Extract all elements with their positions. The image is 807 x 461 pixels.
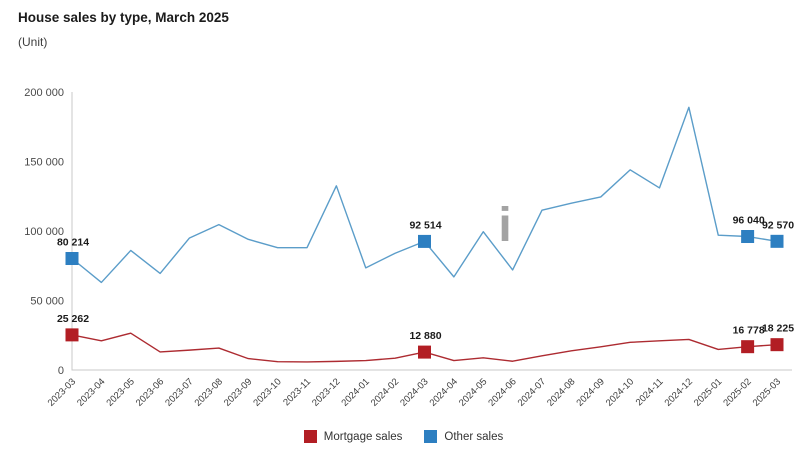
x-axis-tick-label: 2024-07: [516, 376, 548, 408]
mortgage-sales-data-label-2025-03: 18 225: [762, 323, 794, 335]
legend-item-other-sales[interactable]: Other sales: [424, 430, 503, 443]
y-axis-tick-label: 150 000: [24, 157, 64, 169]
other-sales-data-label-2024-03: 92 514: [409, 219, 441, 231]
x-axis-tick-label: 2024-02: [369, 376, 401, 408]
other-sales-marker-2025-02[interactable]: [741, 230, 755, 244]
x-axis-tick-label: 2024-09: [574, 376, 606, 408]
mortgage-sales-data-label-2023-03: 25 262: [57, 313, 89, 325]
x-axis-tick-label: 2024-01: [339, 376, 371, 408]
x-axis-tick-label: 2023-03: [46, 376, 78, 408]
other-sales-line[interactable]: [71, 106, 778, 284]
other-sales-data-label-2025-03: 92 570: [762, 219, 794, 231]
y-axis-tick-label: 200 000: [24, 87, 64, 99]
x-axis-tick-label: 2025-01: [692, 376, 724, 408]
info-icon[interactable]: i: [498, 199, 511, 252]
mortgage-sales-marker-2023-03[interactable]: [65, 328, 79, 342]
mortgage-sales-data-label-2024-03: 12 880: [409, 330, 441, 342]
legend-label-other-sales: Other sales: [444, 430, 504, 443]
mortgage-sales-marker-2024-03[interactable]: [418, 345, 431, 359]
y-axis-tick-label: 0: [58, 365, 64, 377]
x-axis-tick-label: 2024-10: [604, 376, 636, 408]
x-axis-tick-label: 2025-02: [721, 376, 753, 408]
mortgage-sales-data-label-2025-02: 16 778: [733, 325, 765, 337]
y-axis-tick-label: 50 000: [30, 296, 64, 308]
x-axis-tick-label: 2024-04: [428, 376, 460, 408]
mortgage-sales-swatch-icon: [303, 430, 317, 443]
other-sales-marker-2024-03[interactable]: [418, 234, 431, 248]
x-axis-tick-label: 2023-10: [251, 376, 283, 408]
legend-label-mortgage-sales: Mortgage sales: [323, 430, 403, 443]
other-sales-marker-2025-03[interactable]: [770, 234, 784, 248]
chart-unit-label: (Unit): [18, 35, 48, 49]
x-axis-tick-label: 2023-07: [163, 376, 195, 408]
x-axis-tick-label: 2024-12: [663, 376, 695, 408]
x-axis-tick-label: 2024-05: [457, 376, 489, 408]
x-axis-tick-label: 2023-08: [193, 376, 225, 408]
x-axis-tick-label: 2023-12: [310, 376, 342, 408]
x-axis-tick-label: 2023-06: [134, 376, 166, 408]
x-axis-tick-label: 2024-03: [398, 376, 430, 408]
mortgage-sales-marker-2025-03[interactable]: [770, 338, 784, 352]
x-axis-tick-label: 2023-05: [104, 376, 136, 408]
other-sales-marker-2023-03[interactable]: [65, 252, 79, 266]
x-axis-tick-label: 2024-06: [486, 376, 518, 408]
other-sales-data-label-2023-03: 80 214: [57, 237, 89, 249]
other-sales-swatch-icon: [424, 430, 438, 443]
chart-title: House sales by type, March 2025: [18, 10, 229, 25]
x-axis-tick-label: 2024-08: [545, 376, 577, 408]
x-axis-tick-label: 2023-09: [222, 376, 254, 408]
x-axis-tick-label: 2023-04: [75, 376, 107, 408]
mortgage-sales-marker-2025-02[interactable]: [741, 340, 755, 354]
x-axis-tick-label: 2023-11: [281, 376, 313, 408]
legend-item-mortgage-sales[interactable]: Mortgage sales: [303, 430, 403, 443]
chart-axes: [71, 92, 792, 371]
other-sales-data-label-2025-02: 96 040: [733, 215, 765, 227]
x-axis-tick-label: 2025-03: [751, 376, 783, 408]
x-axis-tick-label: 2024-11: [634, 376, 666, 408]
y-axis-tick-label: 100 000: [24, 226, 64, 238]
chart-legend: Mortgage sales Other sales: [0, 430, 807, 443]
